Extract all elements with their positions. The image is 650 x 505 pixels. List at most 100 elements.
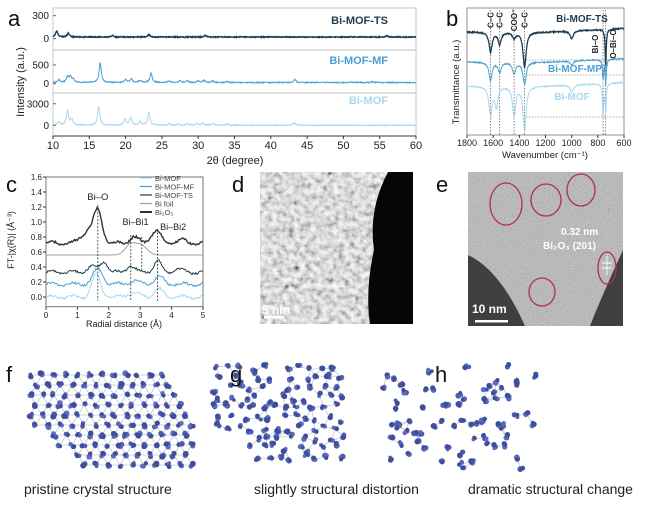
bi-cluster bbox=[328, 364, 335, 371]
bi-cluster bbox=[472, 435, 476, 440]
bi-cluster bbox=[289, 376, 295, 382]
bi-cluster bbox=[141, 443, 147, 450]
bi-cluster bbox=[58, 404, 63, 409]
bi-cluster bbox=[92, 460, 98, 466]
caption-h: dramatic structural change bbox=[468, 481, 633, 497]
bi-cluster bbox=[166, 464, 172, 470]
band-label: O–Bi–O bbox=[609, 29, 618, 58]
bi-cluster bbox=[334, 426, 340, 432]
bi-cluster bbox=[394, 425, 400, 431]
bi-cluster bbox=[105, 443, 110, 449]
y-axis-title: Transmittance (a.u.) bbox=[451, 40, 462, 125]
y-tick-label: 0 bbox=[43, 121, 49, 132]
bi-cluster bbox=[58, 444, 63, 449]
lattice-spacing-label: 0.32 nm bbox=[561, 227, 599, 238]
bi-cluster bbox=[70, 402, 77, 409]
bi-cluster bbox=[533, 373, 539, 379]
bi-cluster bbox=[28, 391, 35, 397]
bi-cluster bbox=[176, 403, 183, 410]
bi-cluster bbox=[119, 424, 124, 430]
bi-cluster bbox=[237, 383, 242, 388]
bi-cluster bbox=[380, 385, 385, 391]
ftir-curve-Bi-MOF-MPT bbox=[466, 57, 625, 86]
legend-label: Bi foil bbox=[155, 199, 174, 208]
panel-e-micrograph bbox=[468, 172, 623, 326]
bi-cluster bbox=[520, 465, 526, 471]
bi-cluster bbox=[320, 444, 325, 449]
y-tick-label: 3000 bbox=[27, 99, 50, 110]
bi-cluster bbox=[302, 433, 309, 439]
bi-cluster bbox=[229, 383, 234, 388]
bi-cluster bbox=[71, 381, 77, 388]
bi-cluster bbox=[481, 432, 487, 438]
y-tick-label: 0.6 bbox=[31, 248, 43, 257]
bond bbox=[310, 368, 322, 370]
bi-cluster bbox=[384, 372, 389, 377]
x-tick-label: 20 bbox=[119, 140, 131, 152]
bi-cluster bbox=[312, 439, 317, 445]
ftir-curve-Bi-MOF bbox=[466, 80, 625, 133]
bond bbox=[59, 434, 67, 446]
bi-cluster bbox=[143, 461, 149, 466]
bi-cluster bbox=[71, 423, 75, 428]
bi-cluster bbox=[140, 380, 145, 386]
bi-cluster bbox=[468, 458, 474, 465]
bi-cluster bbox=[264, 417, 271, 424]
bi-cluster bbox=[460, 397, 465, 402]
bi-cluster bbox=[280, 448, 287, 455]
bi-cluster bbox=[480, 387, 486, 393]
x-tick-label: 1400 bbox=[509, 138, 529, 148]
bi-cluster bbox=[216, 374, 222, 380]
y-tick-label: 500 bbox=[32, 60, 49, 71]
bi-cluster bbox=[228, 413, 234, 419]
bi-cluster bbox=[339, 457, 344, 462]
y-tick-label: 1.4 bbox=[31, 188, 43, 197]
bi-cluster bbox=[105, 422, 111, 427]
bi-cluster bbox=[238, 425, 243, 430]
bi-cluster bbox=[211, 390, 217, 396]
band-label: C–C bbox=[487, 12, 496, 28]
bi-cluster bbox=[320, 404, 325, 409]
bi-cluster bbox=[214, 420, 220, 426]
bi-cluster bbox=[65, 432, 71, 438]
bi-cluster bbox=[41, 391, 47, 397]
bi-cluster bbox=[421, 445, 426, 450]
bi-cluster bbox=[430, 423, 437, 429]
bi-cluster bbox=[68, 442, 73, 447]
bi-cluster bbox=[311, 455, 316, 461]
bi-cluster bbox=[47, 422, 52, 427]
bi-cluster bbox=[338, 420, 343, 425]
bi-cluster bbox=[486, 383, 492, 388]
bi-cluster bbox=[178, 462, 183, 468]
bi-cluster bbox=[389, 434, 396, 441]
bi-cluster bbox=[52, 372, 57, 377]
bi-cluster bbox=[252, 368, 258, 374]
x-tick-label: 1800 bbox=[457, 138, 477, 148]
bi-cluster bbox=[105, 461, 111, 468]
bi-cluster bbox=[56, 381, 62, 386]
bond bbox=[35, 414, 43, 426]
bi-cluster bbox=[469, 421, 475, 427]
bi-cluster bbox=[243, 416, 249, 422]
bi-cluster bbox=[280, 453, 285, 458]
plot-frame bbox=[45, 176, 204, 308]
bi-cluster bbox=[423, 386, 429, 391]
caption-f: pristine crystal structure bbox=[24, 481, 172, 497]
bi-cluster bbox=[499, 385, 504, 389]
bi-cluster bbox=[136, 451, 141, 457]
y-axis-title: FT-|χ(R)| (Å⁻³) bbox=[6, 211, 16, 269]
bi-cluster bbox=[292, 404, 297, 409]
bi-cluster bbox=[75, 412, 79, 417]
bi-cluster bbox=[115, 421, 121, 427]
bi-cluster bbox=[163, 441, 169, 447]
bi-cluster bbox=[458, 391, 463, 395]
bi-cluster bbox=[100, 433, 106, 440]
bi-cluster bbox=[233, 372, 239, 378]
bi-cluster bbox=[232, 398, 236, 402]
bi-cluster bbox=[306, 365, 312, 371]
x-tick-label: 55 bbox=[374, 140, 386, 152]
structures bbox=[26, 361, 539, 473]
bi-cluster bbox=[414, 438, 421, 445]
bi-cluster bbox=[112, 394, 118, 399]
